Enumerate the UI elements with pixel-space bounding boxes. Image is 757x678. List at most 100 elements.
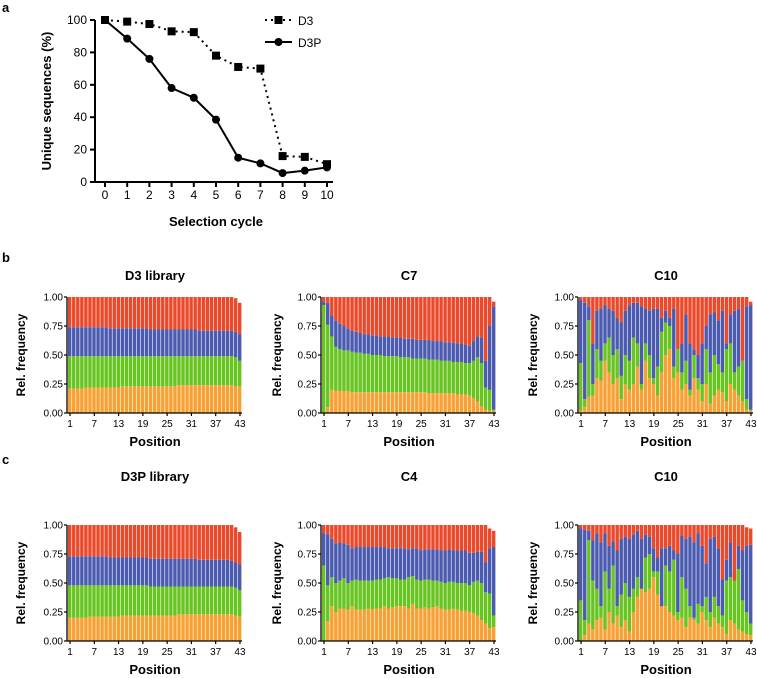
- bar-segment-orange: [76, 388, 80, 413]
- bar-segment-red: [197, 297, 201, 331]
- bar-segment-orange: [431, 393, 435, 413]
- bar-segment-red: [431, 525, 435, 550]
- y-tick-label: 0.50: [555, 579, 575, 590]
- bar-segment-orange: [181, 614, 185, 641]
- bar-segment-green: [579, 363, 583, 411]
- x-axis-label: Position: [129, 434, 180, 449]
- bar-segment-red: [157, 297, 161, 330]
- bar-segment-red: [108, 297, 112, 329]
- bar-segment-blue: [152, 558, 157, 587]
- bar-segment-green: [181, 586, 185, 615]
- bar-segment-green: [439, 581, 443, 609]
- data-point-d3p: [256, 159, 265, 168]
- bar-segment-orange: [177, 385, 181, 413]
- bar-segment-orange: [635, 596, 640, 641]
- bar-segment-blue: [213, 559, 218, 587]
- bar-segment-blue: [668, 545, 672, 572]
- bar-segment-green: [402, 579, 407, 607]
- bar-segment-orange: [635, 366, 640, 413]
- bar-segment-green: [112, 356, 116, 388]
- bar-segment-orange: [398, 606, 403, 641]
- x-tick-label: 1: [578, 419, 584, 430]
- bar-segment-blue: [326, 534, 330, 586]
- bar-segment-blue: [435, 341, 439, 360]
- bar-segment-red: [402, 525, 407, 549]
- bar-segment-blue: [487, 548, 492, 594]
- bar-segment-orange: [607, 612, 611, 641]
- bar-segment-red: [736, 525, 741, 546]
- bar-segment-blue: [96, 556, 100, 586]
- bar-segment-green: [334, 346, 338, 391]
- bar-segment-blue: [672, 550, 676, 560]
- bar-segment-blue: [140, 328, 145, 357]
- bar-segment-red: [342, 297, 346, 326]
- bar-segment-green: [459, 361, 464, 395]
- bar-segment-red: [611, 525, 615, 542]
- bar-segment-green: [728, 343, 733, 384]
- bar-segment-orange: [688, 395, 692, 413]
- bar-segment-red: [136, 297, 141, 329]
- bar-segment-red: [487, 528, 492, 549]
- bar-segment-green: [663, 565, 668, 607]
- bar-segment-blue: [181, 558, 185, 587]
- bar-segment-red: [415, 525, 419, 549]
- bar-segment-orange: [326, 621, 330, 641]
- bar-segment-red: [76, 297, 80, 328]
- bar-segment-blue: [120, 557, 125, 586]
- y-tick-label: 1.00: [298, 293, 318, 304]
- y-tick-label: 0.25: [555, 608, 575, 619]
- bar-segment-orange: [100, 616, 104, 641]
- bar-segment-green: [451, 361, 455, 394]
- bar-segment-blue: [193, 558, 197, 587]
- bar-segment-blue: [704, 326, 708, 350]
- bar-segment-orange: [655, 395, 660, 413]
- bar-segment-orange: [487, 628, 492, 641]
- bar-segment-blue: [205, 330, 210, 357]
- bar-segment-blue: [603, 305, 607, 344]
- bar-segment-blue: [152, 329, 157, 357]
- y-tick-label: 1.00: [555, 293, 575, 304]
- bar-segment-green: [415, 579, 419, 609]
- bar-segment-green: [419, 580, 423, 609]
- data-point-d3: [212, 51, 220, 60]
- bar-segment-green: [732, 571, 737, 624]
- bar-segment-red: [386, 525, 391, 549]
- bar-segment-green: [467, 585, 472, 612]
- bar-segment-blue: [394, 337, 399, 357]
- legend-marker-circle: [274, 38, 283, 46]
- bar-segment-green: [712, 355, 716, 396]
- bar-segment-red: [487, 297, 492, 326]
- bar-segment-blue: [427, 339, 431, 360]
- bar-segment-orange: [607, 372, 611, 413]
- bar-segment-blue: [467, 552, 472, 586]
- bar-segment-blue: [362, 334, 366, 354]
- bar-segment-green: [631, 337, 636, 384]
- bar-segment-green: [423, 579, 427, 608]
- bar-segment-green: [342, 350, 346, 391]
- bar-segment-blue: [716, 548, 721, 607]
- bar-segment-blue: [611, 541, 615, 566]
- bar-segment-red: [378, 297, 383, 337]
- bar-segment-green: [128, 585, 133, 616]
- bar-segment-orange: [68, 388, 72, 413]
- bar-segment-green: [350, 351, 354, 393]
- bar-segment-green: [471, 360, 476, 398]
- bar-segment-green: [463, 583, 468, 611]
- bar-segment-orange: [120, 386, 125, 413]
- bar-segment-green: [92, 585, 96, 617]
- bar-segment-blue: [736, 545, 741, 570]
- bar-segment-red: [233, 298, 238, 332]
- bar-segment-blue: [419, 550, 423, 581]
- bar-segment-orange: [350, 606, 354, 641]
- x-tick-label: 43: [745, 647, 757, 658]
- bar-segment-green: [165, 586, 169, 616]
- bar-segment-orange: [338, 390, 342, 413]
- bar-segment-red: [655, 297, 660, 309]
- bar-segment-blue: [338, 323, 342, 350]
- bar-segment-blue: [237, 334, 242, 361]
- bar-segment-green: [655, 366, 660, 396]
- bar-segment-red: [326, 297, 330, 303]
- bar-segment-green: [704, 596, 708, 621]
- bar-segment-red: [728, 525, 733, 543]
- bar-segment-red: [623, 297, 627, 311]
